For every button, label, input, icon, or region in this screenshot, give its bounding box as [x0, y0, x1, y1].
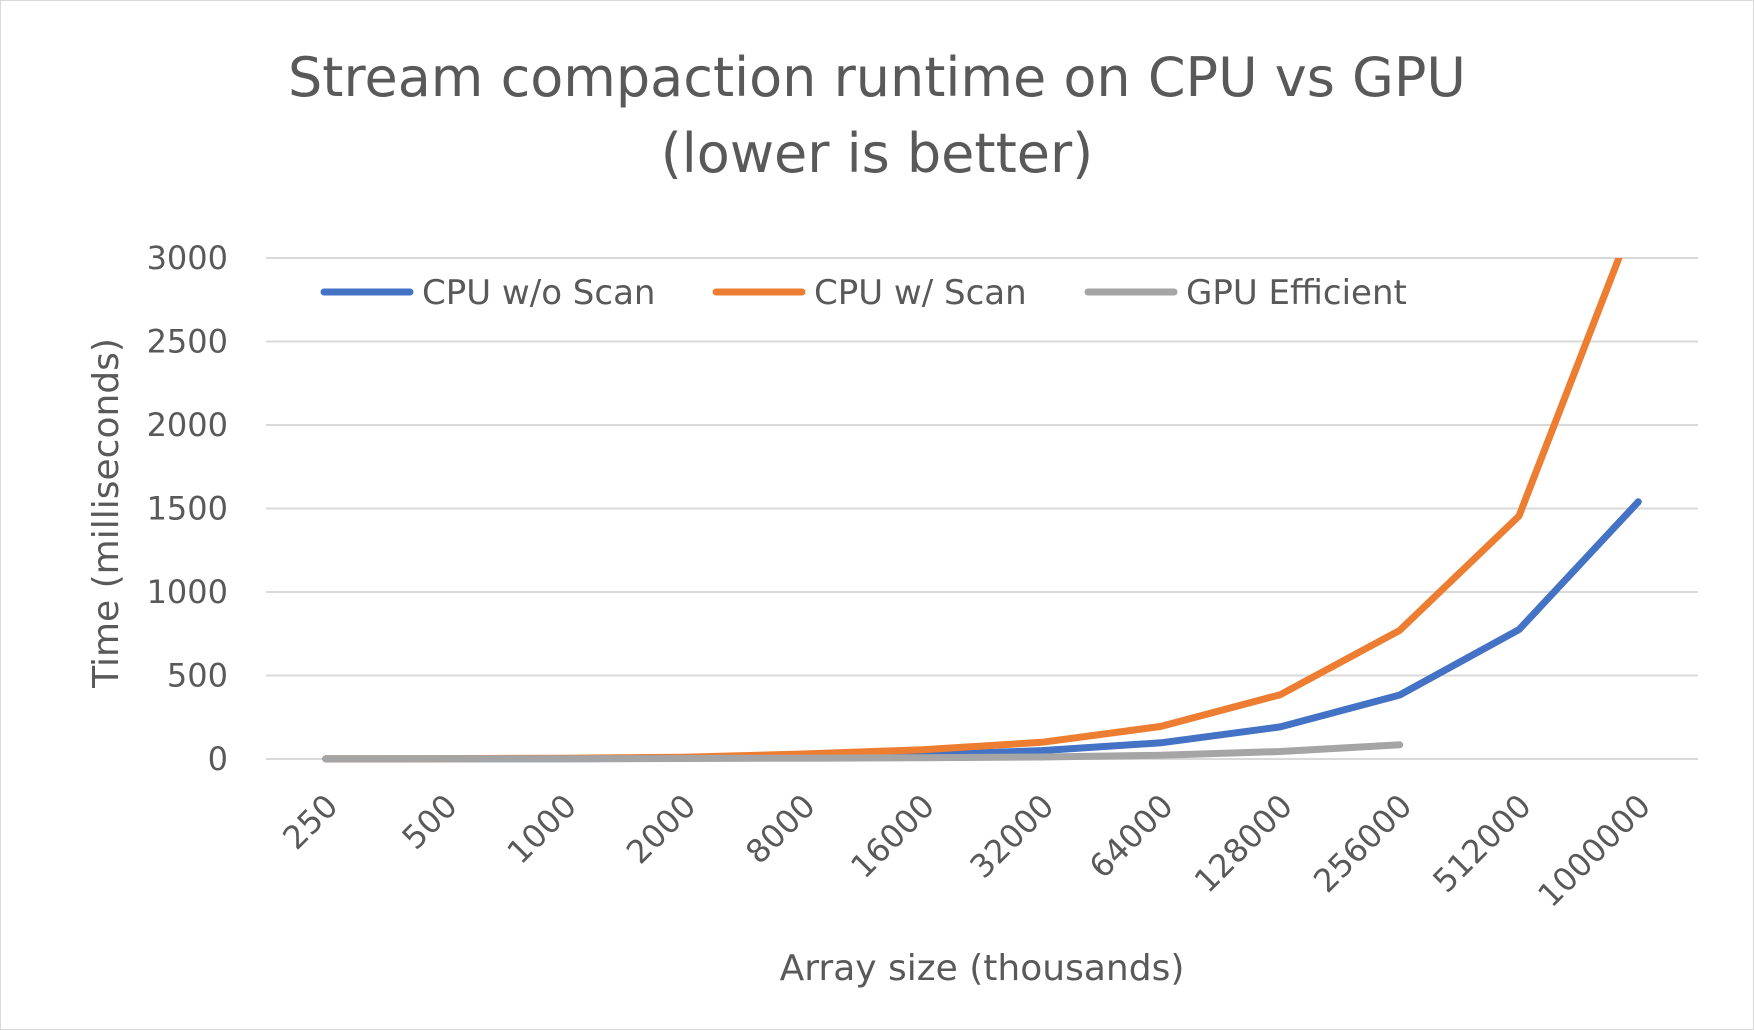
chart-title-line-2: (lower is better) [661, 122, 1094, 185]
legend-label: CPU w/o Scan [422, 273, 655, 313]
legend-item: GPU Efficient [1084, 273, 1407, 313]
x-tick-label: 512000 [1425, 787, 1538, 900]
chart-title: Stream compaction runtime on CPU vs GPU (… [288, 46, 1466, 185]
legend: CPU w/o Scan CPU w/ Scan GPU Efficient [320, 273, 1407, 313]
y-axis-title: Time (milliseconds) [86, 338, 127, 689]
series-line-gpu-efficient [322, 741, 1404, 763]
y-tick-label: 3000 [147, 239, 228, 277]
y-tick-label: 2500 [147, 323, 228, 361]
legend-label: CPU w/ Scan [814, 273, 1027, 313]
series-lines [322, 258, 1642, 763]
x-axis-title: Array size (thousands) [780, 948, 1185, 989]
chart-title-line-1: Stream compaction runtime on CPU vs GPU [288, 46, 1466, 109]
y-tick-label: 1500 [147, 490, 228, 528]
x-tick-label: 64000 [1082, 787, 1181, 886]
legend-item: CPU w/o Scan [320, 273, 655, 313]
legend-label: GPU Efficient [1186, 273, 1407, 313]
x-axis-tick-labels: 250 500 1000 2000 8000 16000 32000 64000 128000 2… [275, 787, 1658, 915]
y-tick-label: 500 [167, 657, 228, 695]
y-tick-label: 2000 [147, 406, 228, 444]
y-tick-label: 0 [208, 740, 228, 778]
y-tick-label: 1000 [147, 573, 228, 611]
x-tick-label: 128000 [1187, 787, 1300, 900]
y-axis-tick-labels: 0 500 1000 1500 2000 2500 3000 [147, 239, 228, 778]
series-line-cpu-w-o-scan [322, 498, 1642, 763]
x-tick-label: 32000 [962, 787, 1061, 886]
x-tick-label: 250 [275, 787, 345, 857]
x-tick-label: 8000 [738, 787, 822, 871]
x-tick-label: 2000 [619, 787, 703, 871]
x-tick-label: 16000 [843, 787, 942, 886]
legend-item: CPU w/ Scan [712, 273, 1027, 313]
gridlines [266, 257, 1698, 760]
x-tick-label: 1000000 [1530, 787, 1658, 915]
x-tick-label: 500 [395, 787, 465, 857]
x-tick-label: 256000 [1306, 787, 1419, 900]
x-tick-label: 1000 [500, 787, 584, 871]
